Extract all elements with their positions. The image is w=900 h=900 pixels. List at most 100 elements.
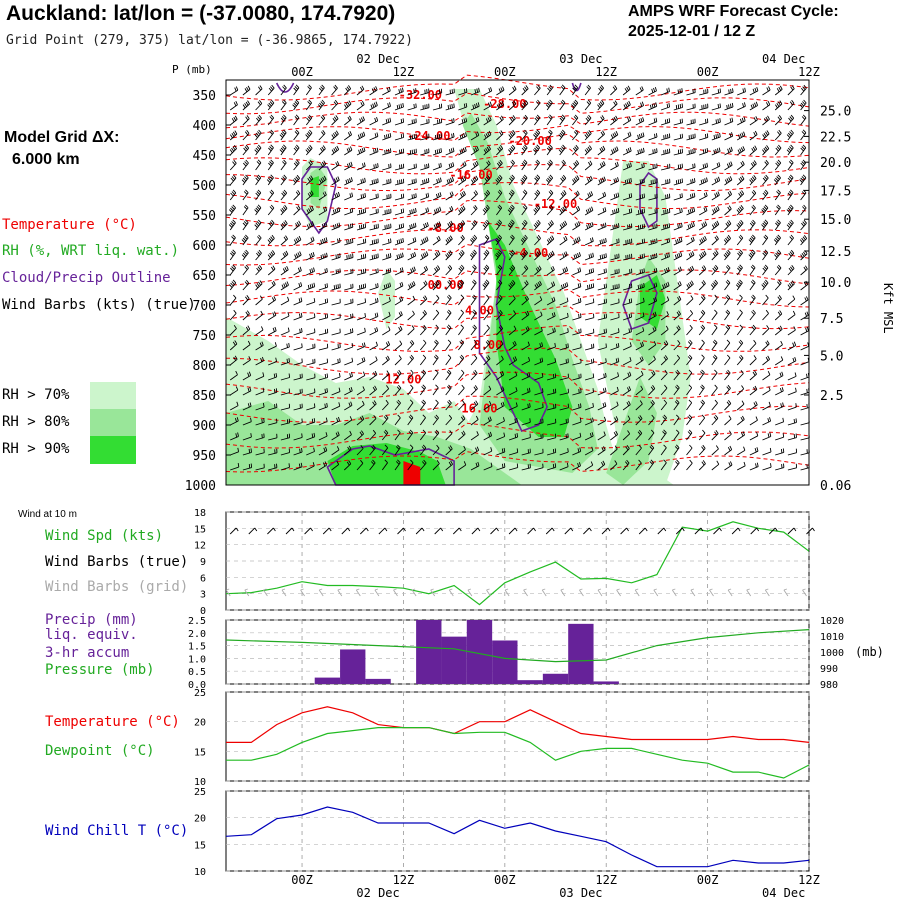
- wind-barb: [344, 416, 353, 426]
- wind-barb: [344, 131, 353, 141]
- wind-barb: [635, 147, 645, 156]
- wind-barb: [407, 118, 417, 126]
- wind-barb-10m-true: [564, 527, 574, 535]
- wind-barb: [432, 88, 443, 96]
- wind-barb: [420, 178, 430, 186]
- wind-barb: [787, 234, 794, 246]
- wind-barb: [762, 371, 771, 381]
- wind-barb: [635, 223, 645, 231]
- precip-axis-tick: 1.5: [188, 642, 206, 653]
- wind-barb: [293, 328, 303, 336]
- wind-barb: [546, 129, 553, 141]
- wind-barb: [419, 339, 427, 351]
- wind-barb: [699, 148, 709, 156]
- wind-barb: [255, 159, 262, 171]
- wind-barb: [432, 324, 439, 336]
- wind-barb: [724, 102, 734, 111]
- wind-barb: [774, 340, 783, 351]
- wind-barb: [521, 265, 529, 276]
- wind-barb: [559, 99, 566, 111]
- wind-barb: [432, 414, 439, 426]
- wind-barb: [419, 444, 427, 456]
- wind-barb: [711, 264, 719, 276]
- wind-barb: [673, 237, 683, 246]
- wind-barb: [787, 114, 795, 126]
- wind-barb: [660, 296, 670, 306]
- wind-barb: [369, 116, 379, 126]
- wind-barb: [496, 130, 504, 141]
- wind-barb: [787, 448, 798, 456]
- wind-barb: [762, 234, 769, 246]
- wind-barb: [229, 101, 238, 111]
- wind-barb: [496, 417, 505, 426]
- wind-barb: [660, 223, 671, 231]
- wind-barb: [254, 129, 262, 141]
- wind-barb: [458, 146, 467, 156]
- wind-barb: [572, 462, 581, 471]
- wind-barb: [267, 84, 275, 96]
- isotherm-label: -16.00: [449, 168, 492, 182]
- wind-barb: [610, 146, 619, 156]
- wind-barb: [610, 430, 618, 441]
- wind-barb: [660, 267, 670, 276]
- wind-barb: [382, 253, 392, 261]
- wind-barb: [762, 145, 770, 156]
- wind-barb: [534, 280, 542, 291]
- wind-barb: [787, 295, 796, 306]
- wind-barb: [344, 445, 352, 456]
- temp-axis-tick: 15: [194, 747, 206, 758]
- wind-barb: [749, 416, 758, 426]
- wind-barb: [698, 309, 706, 321]
- wind-barb: [648, 253, 658, 261]
- wind-barb: [774, 129, 782, 141]
- wind-barb-10m-true: [601, 527, 611, 535]
- wind-barb: [344, 401, 353, 411]
- wind-barb: [382, 178, 392, 186]
- wind-barb: [470, 385, 478, 396]
- wind-barb: [660, 414, 667, 426]
- wind-barb: [648, 370, 656, 381]
- wind-barb: [508, 159, 515, 171]
- wind-barb: [534, 418, 544, 426]
- wind-barb: [572, 373, 582, 381]
- cloud-outline-right-upper: [639, 171, 658, 229]
- wind-barb: [482, 204, 490, 216]
- wind-barb: [635, 86, 644, 96]
- wind-barb: [483, 385, 492, 396]
- wind-barb: [293, 144, 300, 156]
- wind-barb: [521, 85, 529, 96]
- wind-barb: [749, 101, 759, 111]
- wind-barb: [673, 399, 680, 411]
- wind-barb: [432, 133, 443, 141]
- wind-barb: [559, 205, 567, 216]
- wind-barb: [407, 148, 417, 156]
- wind-barb: [622, 430, 631, 441]
- wind-barb: [660, 311, 669, 321]
- pressure-right-tick: 980: [820, 680, 838, 691]
- wind-barb: [394, 429, 401, 441]
- pressure-unit-label: (mb): [855, 645, 884, 659]
- wind-barb: [242, 433, 252, 441]
- height-tick-label: 10.0: [820, 276, 851, 291]
- wind-barb: [622, 342, 632, 351]
- wind-barb: [584, 99, 592, 111]
- wind-barb: [749, 370, 757, 381]
- wind-axis-tick: 0: [200, 606, 206, 617]
- wind-barb: [597, 99, 605, 111]
- wind-barb: [635, 253, 645, 261]
- wind-barb: [306, 236, 315, 246]
- wind-barb: [356, 162, 366, 171]
- wind-barb: [584, 175, 593, 186]
- wind-barb: [356, 193, 366, 201]
- wind-barb: [521, 433, 531, 441]
- wind-barb: [293, 343, 303, 351]
- wind-barb: [521, 114, 528, 126]
- cycle-label: AMPS WRF Forecast Cycle:: [628, 3, 839, 20]
- height-tick-label: 20.0: [820, 156, 851, 171]
- wind-barb: [267, 265, 276, 276]
- wind-barb: [318, 221, 328, 231]
- wind-barb: [724, 176, 733, 186]
- wind-barb: [660, 87, 670, 96]
- pressure-tick-label: 450: [193, 149, 216, 164]
- wind-barb: [686, 192, 696, 201]
